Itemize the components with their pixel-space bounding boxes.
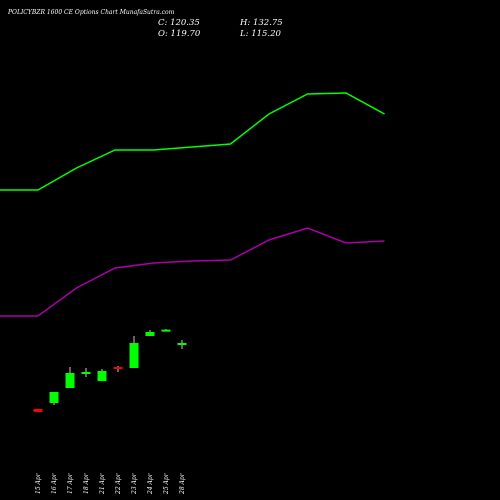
x-tick-label: 17 Apr	[67, 472, 74, 494]
candle-body-bullish	[65, 373, 75, 388]
candle-body-bullish	[81, 372, 91, 374]
x-tick-label: 25 Apr	[163, 472, 170, 495]
candle-body-bullish	[49, 392, 59, 403]
low-value: L: 115.20	[240, 29, 281, 39]
lower-band-line	[0, 227, 385, 317]
close-value: C: 120.35	[158, 18, 200, 28]
candle-body-bullish	[97, 371, 107, 381]
candle-body-bullish	[145, 332, 155, 336]
bands-layer	[0, 92, 385, 317]
x-tick-label: 18 Apr	[83, 472, 90, 494]
upper-band-line	[0, 92, 385, 191]
high-value: H: 132.75	[240, 18, 283, 28]
x-axis-labels: 15 Apr 16 Apr 17 Apr 18 Apr 21 Apr 22 Apr 23 A…	[35, 472, 186, 495]
candles-layer	[33, 329, 187, 412]
candle-body-bearish	[113, 367, 123, 369]
x-tick-label: 24 Apr	[147, 472, 154, 495]
x-tick-label: 15 Apr	[35, 472, 42, 494]
x-tick-label: 21 Apr	[99, 472, 106, 495]
candle-body-bullish	[129, 343, 139, 368]
x-tick-label: 16 Apr	[51, 472, 58, 494]
open-value: O: 119.70	[158, 29, 201, 39]
candle-body-bearish	[33, 409, 43, 412]
candle-body-bullish	[161, 329, 171, 332]
chart-title: POLICYBZR 1600 CE Options Chart MunafaSu…	[8, 9, 175, 16]
x-tick-label: 23 Apr	[131, 472, 138, 495]
x-tick-label: 28 Apr	[179, 472, 186, 495]
candle-body-bullish	[177, 343, 187, 345]
x-tick-label: 22 Apr	[115, 472, 122, 495]
